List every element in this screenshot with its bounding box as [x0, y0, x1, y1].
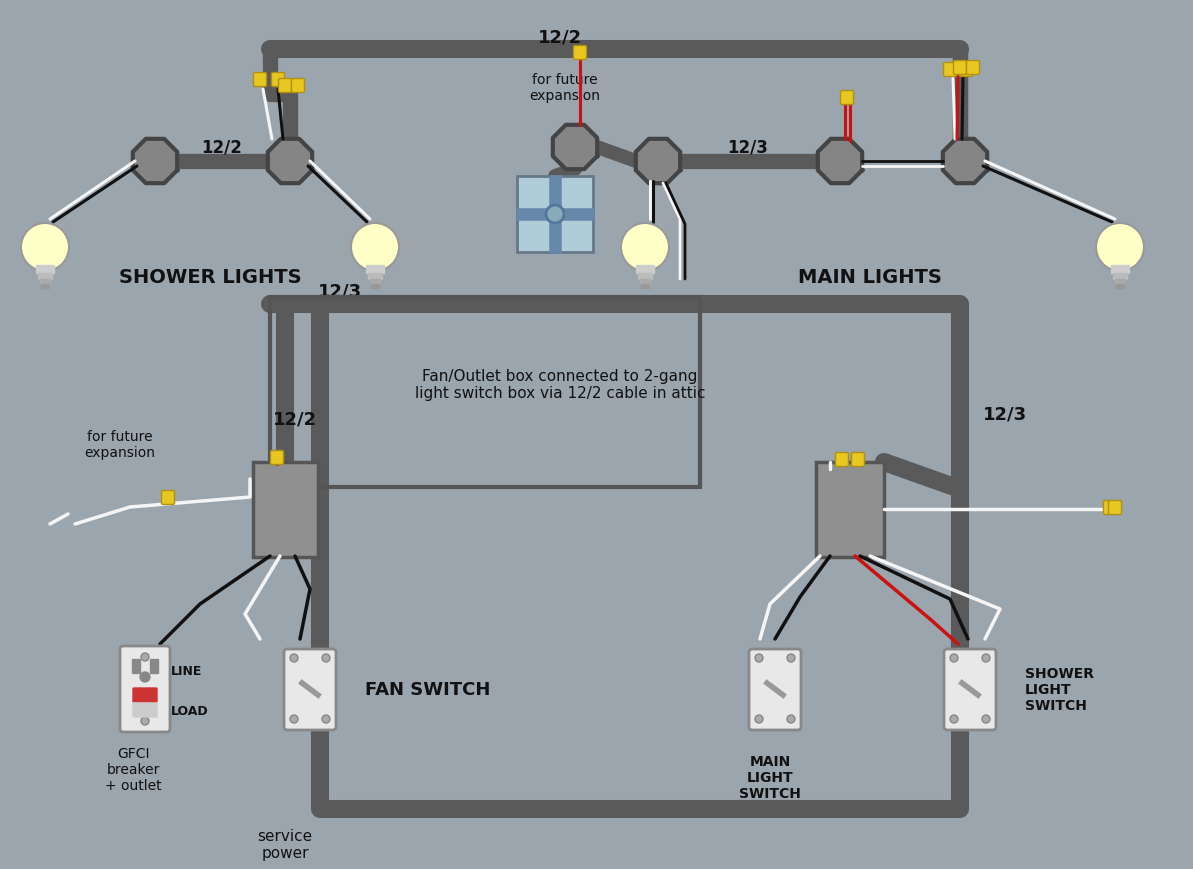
Bar: [41, 280, 50, 285]
Bar: [638, 274, 653, 280]
Polygon shape: [636, 140, 680, 184]
FancyBboxPatch shape: [841, 91, 853, 105]
Text: 12/3: 12/3: [983, 406, 1027, 423]
Bar: [367, 274, 382, 280]
Bar: [816, 462, 884, 557]
Text: for future
expansion: for future expansion: [530, 73, 600, 103]
FancyBboxPatch shape: [161, 491, 174, 505]
Text: FAN SWITCH: FAN SWITCH: [365, 680, 490, 698]
Polygon shape: [818, 140, 863, 184]
FancyBboxPatch shape: [271, 451, 284, 465]
Circle shape: [950, 654, 958, 662]
FancyBboxPatch shape: [278, 79, 291, 93]
Bar: [371, 285, 379, 289]
Text: LINE: LINE: [171, 665, 203, 678]
Bar: [1115, 280, 1125, 285]
Bar: [639, 280, 650, 285]
Circle shape: [982, 715, 990, 723]
Bar: [366, 266, 384, 274]
Polygon shape: [942, 140, 987, 184]
Circle shape: [755, 715, 764, 723]
Text: for future
expansion: for future expansion: [85, 429, 155, 460]
Circle shape: [21, 223, 69, 272]
FancyBboxPatch shape: [852, 453, 865, 467]
Text: Fan/Outlet box connected to 2-gang
light switch box via 12/2 cable in attic: Fan/Outlet box connected to 2-gang light…: [415, 368, 705, 401]
Circle shape: [950, 715, 958, 723]
Text: 12/3: 12/3: [319, 282, 361, 301]
Text: SHOWER LIGHTS: SHOWER LIGHTS: [118, 269, 302, 287]
Bar: [636, 266, 654, 274]
Text: MAIN
LIGHT
SWITCH: MAIN LIGHT SWITCH: [738, 754, 801, 800]
Bar: [1111, 266, 1129, 274]
FancyBboxPatch shape: [944, 63, 957, 77]
Circle shape: [982, 654, 990, 662]
Circle shape: [787, 715, 795, 723]
Circle shape: [622, 223, 669, 272]
Polygon shape: [132, 140, 178, 184]
Bar: [370, 280, 381, 285]
Circle shape: [322, 654, 330, 662]
Text: 12/2: 12/2: [202, 139, 242, 156]
Circle shape: [787, 654, 795, 662]
Text: LOAD: LOAD: [171, 705, 209, 718]
Text: MAIN LIGHTS: MAIN LIGHTS: [798, 269, 942, 287]
Bar: [36, 266, 54, 274]
Bar: [641, 285, 649, 289]
Polygon shape: [552, 126, 598, 170]
FancyBboxPatch shape: [749, 649, 801, 730]
FancyBboxPatch shape: [291, 79, 304, 93]
FancyBboxPatch shape: [253, 73, 266, 88]
Circle shape: [290, 715, 298, 723]
Text: 12/2: 12/2: [273, 410, 317, 428]
Bar: [517, 176, 593, 253]
Text: 12/2: 12/2: [538, 29, 582, 47]
FancyBboxPatch shape: [132, 688, 157, 702]
Bar: [41, 285, 49, 289]
FancyBboxPatch shape: [284, 649, 336, 730]
FancyBboxPatch shape: [966, 62, 979, 76]
Bar: [1113, 274, 1127, 280]
Text: SHOWER
LIGHT
SWITCH: SHOWER LIGHT SWITCH: [1025, 666, 1094, 713]
Bar: [38, 274, 52, 280]
FancyBboxPatch shape: [574, 46, 587, 61]
FancyBboxPatch shape: [959, 63, 972, 77]
Text: GFCI
breaker
+ outlet: GFCI breaker + outlet: [105, 746, 161, 793]
Circle shape: [546, 206, 564, 223]
Circle shape: [141, 717, 149, 725]
FancyBboxPatch shape: [120, 647, 169, 733]
Bar: [150, 660, 157, 673]
Circle shape: [290, 654, 298, 662]
FancyBboxPatch shape: [132, 703, 157, 717]
Text: 12/3: 12/3: [728, 139, 768, 156]
Circle shape: [140, 673, 150, 682]
Circle shape: [351, 223, 398, 272]
Text: service
power: service power: [258, 828, 313, 860]
Bar: [253, 462, 319, 557]
Circle shape: [1096, 223, 1144, 272]
Bar: [132, 660, 140, 673]
Circle shape: [141, 653, 149, 661]
Bar: [1115, 285, 1124, 289]
FancyBboxPatch shape: [1104, 501, 1117, 515]
FancyBboxPatch shape: [953, 62, 966, 76]
FancyBboxPatch shape: [944, 649, 996, 730]
FancyBboxPatch shape: [835, 453, 848, 467]
Polygon shape: [267, 140, 313, 184]
Circle shape: [755, 654, 764, 662]
Circle shape: [322, 715, 330, 723]
Bar: [270, 298, 700, 488]
FancyBboxPatch shape: [272, 73, 284, 88]
FancyBboxPatch shape: [1108, 501, 1121, 515]
